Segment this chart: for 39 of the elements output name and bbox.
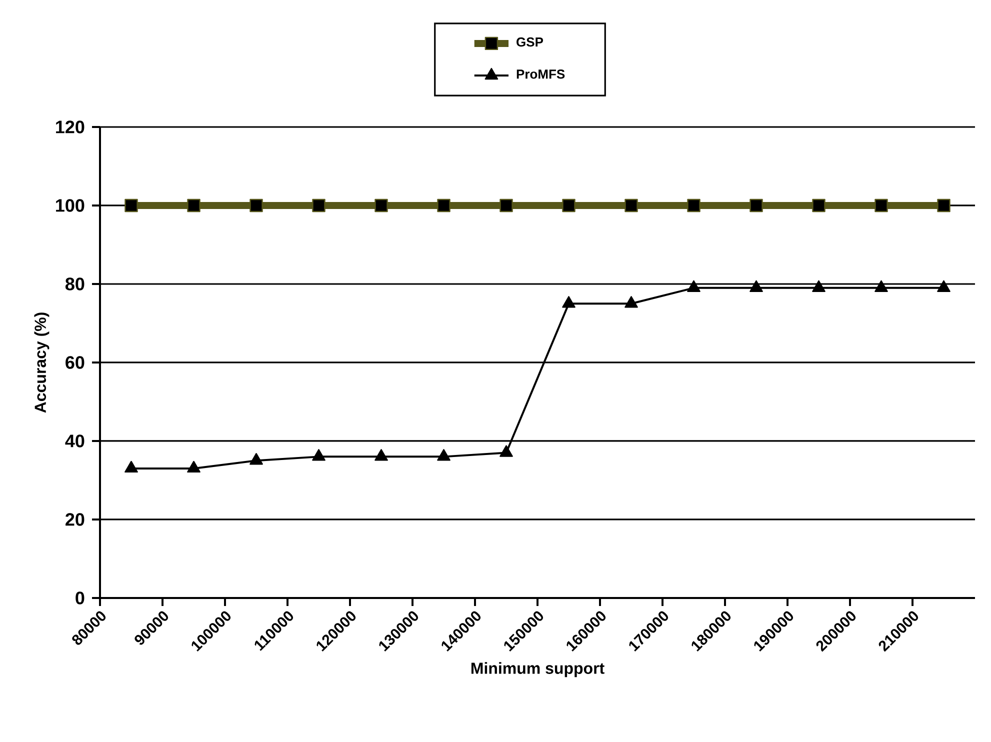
y-tick-label: 0 [76, 592, 84, 604]
point [500, 198, 513, 212]
x-axis-title: Minimum support [471, 662, 604, 678]
point [374, 449, 388, 461]
point [812, 198, 826, 212]
point [937, 280, 950, 292]
point [187, 460, 200, 473]
point [374, 198, 388, 212]
point [750, 198, 763, 212]
point [687, 198, 700, 212]
point [312, 198, 326, 212]
point [812, 280, 826, 292]
point [124, 460, 138, 473]
y-tick-label: 40 [65, 434, 84, 448]
point [250, 453, 263, 465]
point [624, 198, 638, 212]
point [750, 280, 763, 292]
y-tick-label: 80 [65, 278, 84, 290]
point [624, 296, 638, 308]
point [124, 198, 138, 212]
point [187, 198, 200, 212]
y-tick-label: 100 [56, 199, 84, 212]
point [500, 445, 513, 457]
point [874, 280, 888, 292]
y-axis-title: Accuracy (%) [34, 312, 50, 413]
point [874, 198, 888, 212]
y-tick-label: 60 [66, 356, 84, 369]
point [687, 280, 700, 292]
point [562, 296, 576, 308]
point [937, 198, 950, 212]
point [437, 198, 450, 212]
point [437, 449, 450, 461]
point [312, 449, 326, 461]
legend-label: ProMFS [516, 70, 565, 79]
legend-label: GSP [516, 37, 544, 47]
point [562, 198, 576, 212]
point [250, 198, 263, 212]
y-tick-label: 120 [56, 120, 84, 134]
y-tick-label: 20 [66, 513, 84, 526]
